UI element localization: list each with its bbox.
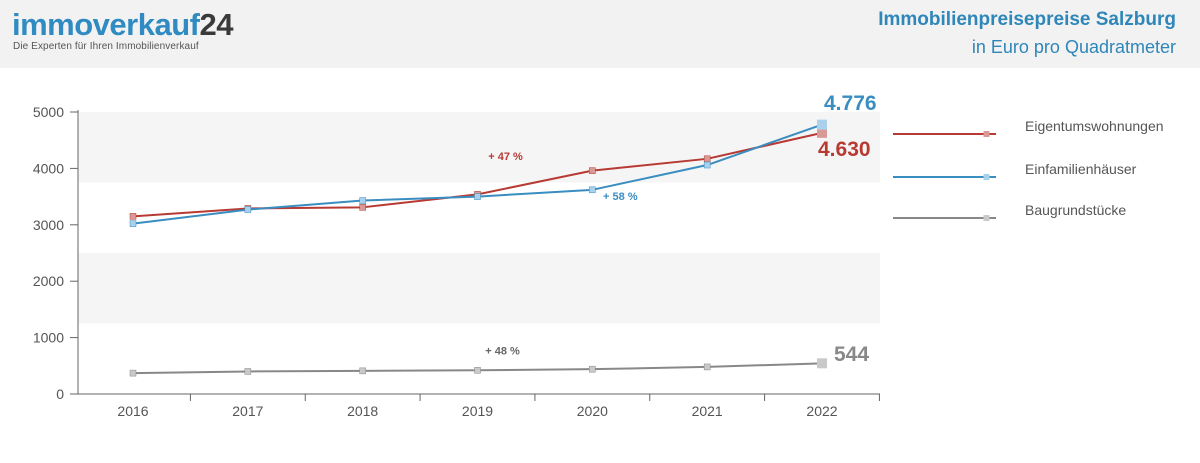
- data-point: [703, 155, 711, 163]
- x-tick-label: 2018: [347, 403, 378, 419]
- logo-number: 24: [199, 7, 233, 42]
- y-tick-label: 3000: [33, 217, 64, 233]
- legend-label: Einfamilienhäuser: [1025, 161, 1137, 177]
- x-tick-label: 2019: [462, 403, 493, 419]
- data-point: [589, 186, 596, 194]
- x-tick-label: 2016: [117, 403, 148, 419]
- data-point: [474, 193, 481, 200]
- data-point: [359, 204, 366, 211]
- data-point: [359, 367, 366, 375]
- data-point: [817, 358, 827, 369]
- x-tick-label: 2017: [232, 403, 263, 419]
- end-value-label: 4.776: [824, 92, 877, 115]
- data-point: [129, 220, 137, 227]
- end-value-label: 544: [834, 343, 869, 366]
- tagline: Die Experten für Ihren Immobilienverkauf: [13, 41, 199, 52]
- change-annotation: + 47 %: [488, 151, 523, 163]
- legend-marker: [983, 174, 990, 180]
- legend-label: Baugrundstücke: [1025, 202, 1126, 218]
- end-value-label: 4.630: [818, 138, 871, 161]
- x-tick-label: 2021: [692, 403, 723, 419]
- x-tick-label: 2020: [577, 403, 608, 419]
- data-point: [359, 197, 366, 204]
- y-tick-label: 0: [56, 386, 64, 402]
- data-point: [589, 365, 596, 373]
- y-tick-label: 2000: [33, 273, 64, 289]
- y-tick-label: 4000: [33, 160, 64, 176]
- data-point: [703, 161, 711, 169]
- chart-title: Immobilienpreisepreise Salzburg: [878, 9, 1176, 30]
- legend-label: Eigentumswohnungen: [1025, 118, 1164, 134]
- data-point: [474, 367, 481, 374]
- change-annotation: + 58 %: [603, 191, 638, 203]
- y-tick-label: 1000: [33, 330, 64, 346]
- grid-band-2: [78, 253, 880, 324]
- data-point: [589, 167, 596, 174]
- x-tick-label: 2022: [806, 403, 837, 419]
- data-point: [129, 369, 137, 377]
- logo[interactable]: immoverkauf24: [12, 8, 233, 42]
- data-point: [244, 206, 252, 213]
- data-point: [817, 119, 827, 130]
- legend-marker: [983, 215, 990, 221]
- change-annotation: + 48 %: [485, 346, 520, 358]
- header-bar: immoverkauf24 Die Experten für Ihren Imm…: [0, 0, 1200, 68]
- data-point: [244, 368, 252, 375]
- chart-subtitle: in Euro pro Quadratmeter: [971, 37, 1176, 57]
- legend-marker: [983, 131, 990, 137]
- y-tick-label: 5000: [33, 104, 64, 120]
- data-point: [817, 127, 827, 138]
- data-point: [703, 363, 711, 371]
- grid-band-1: [78, 112, 880, 183]
- data-point: [129, 213, 137, 220]
- logo-main: immoverkauf: [12, 7, 200, 42]
